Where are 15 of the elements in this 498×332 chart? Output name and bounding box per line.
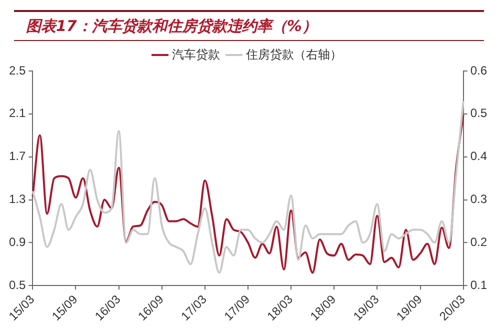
y-tick-label: 2.5 [8, 63, 26, 78]
legend-label: 汽车贷款 [172, 47, 220, 62]
y-tick-label: 2.1 [8, 106, 26, 120]
y-tick-label: 0.5 [8, 278, 26, 292]
y2-tick-label: 0.4 [470, 149, 488, 164]
chart-title: 图表17：汽车贷款和住房贷款违约率（%） [14, 10, 484, 41]
y2-tick-label: 0.1 [470, 278, 488, 292]
y-tick-label: 1.3 [8, 192, 26, 206]
y2-tick-label: 0.5 [470, 106, 488, 120]
y2-tick-label: 0.3 [470, 192, 488, 206]
legend-label: 住房贷款（右轴） [245, 47, 342, 62]
y-tick-label: 1.7 [8, 149, 26, 164]
y2-tick-label: 0.6 [470, 63, 488, 78]
y2-tick-label: 0.2 [470, 234, 488, 249]
y-tick-label: 0.9 [8, 234, 26, 249]
